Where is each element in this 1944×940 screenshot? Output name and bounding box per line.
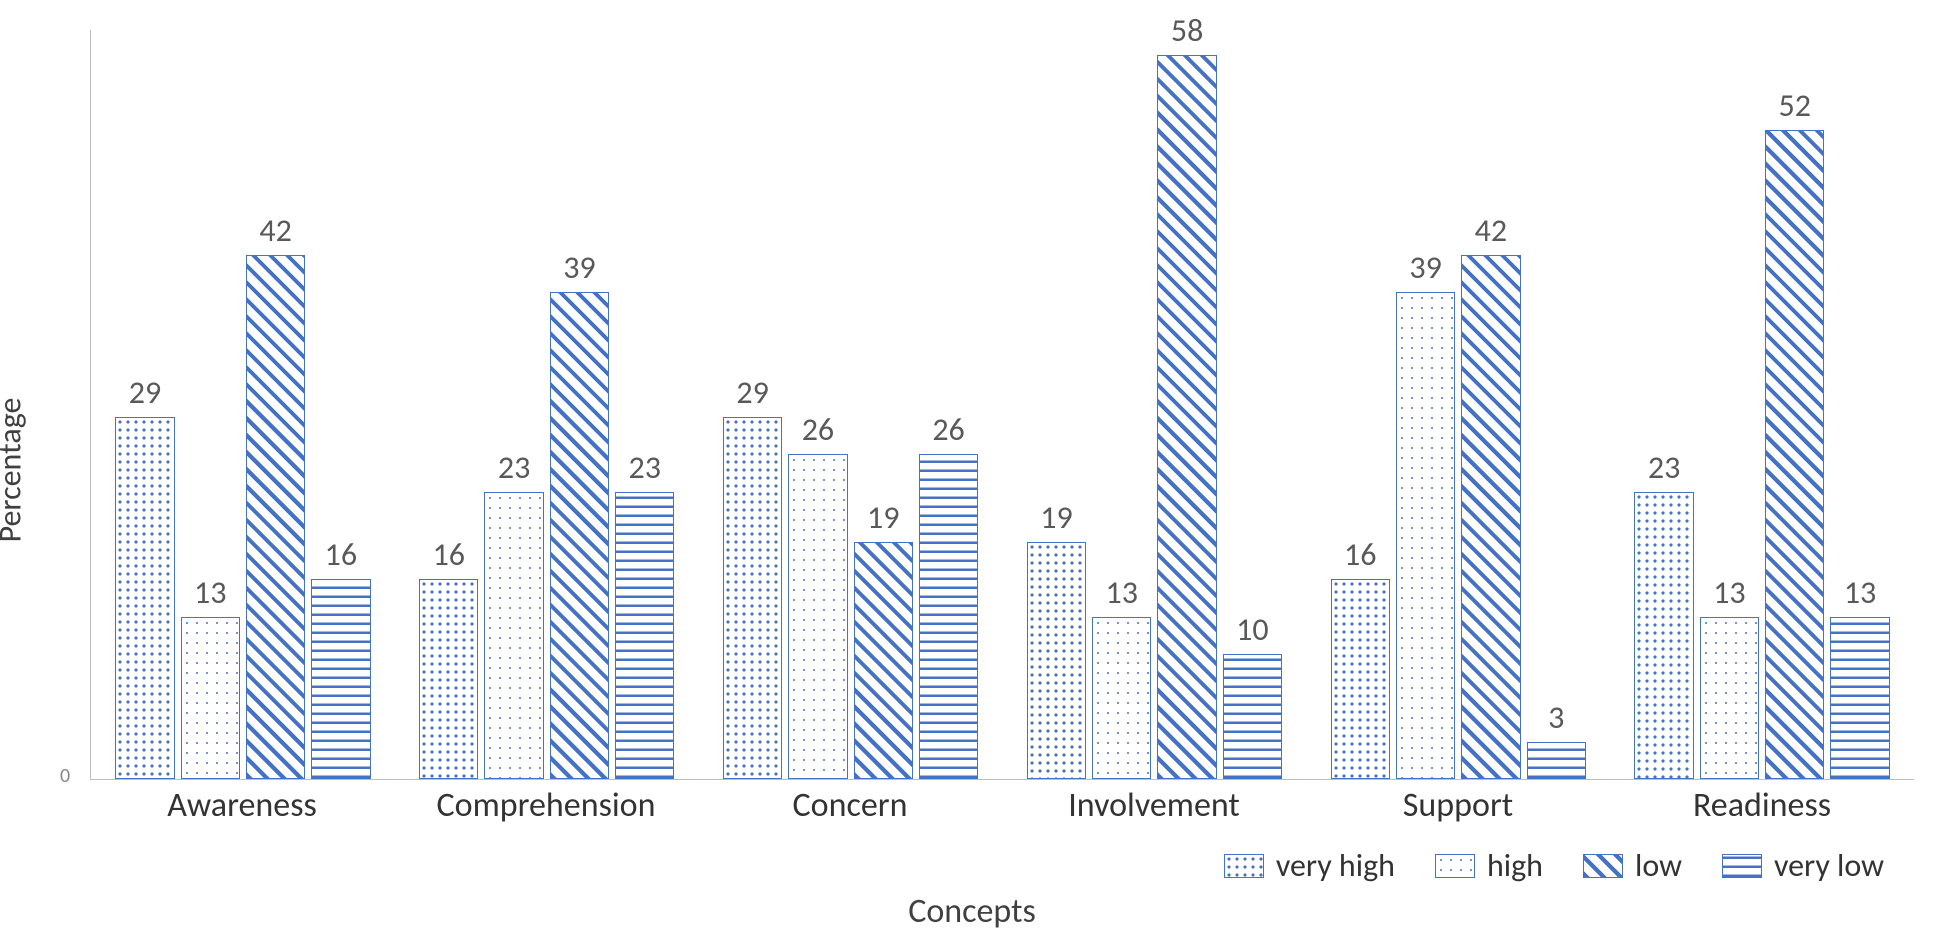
bar-cluster: 19135810 [1027,30,1282,779]
bar: 19 [854,542,913,779]
bar: 23 [1634,492,1693,779]
bar: 16 [419,579,478,779]
legend-item: low [1583,846,1682,885]
legend: very high high low very low [1224,846,1884,885]
bar-value-label: 23 [1648,448,1680,487]
bar-value-label: 23 [498,448,530,487]
legend-label: very high [1276,846,1395,885]
legend-label: low [1635,846,1682,885]
bar: 13 [181,617,240,779]
bar: 42 [246,255,305,779]
x-axis-title: Concepts [908,891,1036,932]
category-label: Comprehension [394,785,698,835]
legend-label: high [1487,846,1543,885]
chart-container: Percentage 29134216162339232926192619135… [0,0,1944,940]
bar-group: 29134216 [91,30,395,779]
bar-cluster: 29261926 [723,30,978,779]
bar-group: 19135810 [1002,30,1306,779]
legend-swatch [1722,854,1762,878]
bar-value-label: 29 [129,373,161,412]
bar-group: 29261926 [699,30,1003,779]
bar-value-label: 16 [325,535,357,574]
bar: 23 [484,492,543,779]
bar-cluster: 29134216 [115,30,370,779]
bar-value-label: 42 [1475,211,1507,250]
bar-value-label: 39 [563,248,595,287]
bar: 26 [919,454,978,779]
legend-label: very low [1774,846,1884,885]
bar: 39 [550,292,609,779]
bar-value-label: 13 [194,573,226,612]
bar: 52 [1765,130,1824,779]
category-label: Awareness [90,785,394,835]
bar: 29 [723,417,782,779]
category-label: Readiness [1610,785,1914,835]
category-labels-row: AwarenessComprehensionConcernInvolvement… [90,785,1914,835]
bar: 16 [311,579,370,779]
category-label: Support [1306,785,1610,835]
bar-value-label: 52 [1779,86,1811,125]
bar: 58 [1157,55,1216,779]
bar-value-label: 3 [1548,698,1564,737]
bar-group: 23135213 [1610,30,1914,779]
bar-value-label: 10 [1236,610,1268,649]
bar-value-label: 19 [1040,498,1072,537]
bar-value-label: 13 [1106,573,1138,612]
plot-area: 2913421616233923292619261913581016394232… [90,30,1914,780]
bar-value-label: 19 [867,498,899,537]
bar-value-label: 16 [1344,535,1376,574]
bar-value-label: 29 [736,373,768,412]
bar: 3 [1527,742,1586,779]
bar-group: 1639423 [1306,30,1610,779]
y-axis-zero: 0 [60,764,70,788]
bar-value-label: 23 [629,448,661,487]
bar: 13 [1700,617,1759,779]
bar-value-label: 39 [1409,248,1441,287]
bar-value-label: 58 [1171,11,1203,50]
bar-value-label: 26 [802,410,834,449]
bar: 10 [1223,654,1282,779]
bar: 26 [788,454,847,779]
y-axis-label: Percentage [0,398,30,543]
bar: 42 [1461,255,1520,779]
bar: 13 [1830,617,1889,779]
bar-cluster: 23135213 [1634,30,1889,779]
bar-value-label: 42 [259,211,291,250]
bar-groups: 2913421616233923292619261913581016394232… [91,30,1914,779]
bar: 23 [615,492,674,779]
legend-item: high [1435,846,1543,885]
bar: 39 [1396,292,1455,779]
category-label: Involvement [1002,785,1306,835]
bar-value-label: 16 [433,535,465,574]
legend-item: very high [1224,846,1395,885]
legend-swatch [1435,854,1475,878]
bar-value-label: 13 [1713,573,1745,612]
category-label: Concern [698,785,1002,835]
bar: 29 [115,417,174,779]
bar-value-label: 26 [932,410,964,449]
legend-swatch [1224,854,1264,878]
bar: 16 [1331,579,1390,779]
legend-item: very low [1722,846,1884,885]
bar: 13 [1092,617,1151,779]
bar: 19 [1027,542,1086,779]
bar-group: 16233923 [395,30,699,779]
bar-cluster: 16233923 [419,30,674,779]
bar-cluster: 1639423 [1331,30,1586,779]
legend-swatch [1583,854,1623,878]
bar-value-label: 13 [1844,573,1876,612]
